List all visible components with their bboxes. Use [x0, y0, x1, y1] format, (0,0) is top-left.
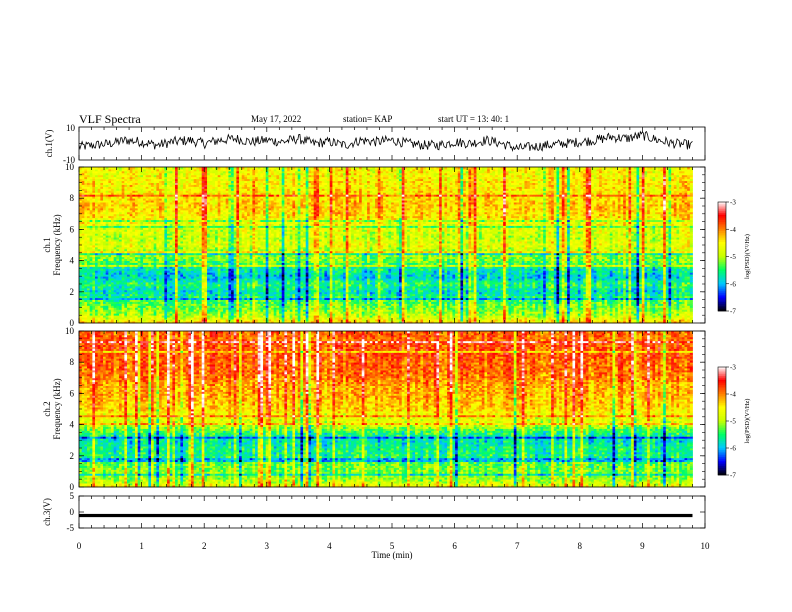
- y-tick-label: -10: [63, 155, 75, 165]
- x-tick-label: 10: [701, 541, 711, 551]
- colorbar-tick-label: -4: [730, 391, 736, 399]
- x-tick-label: 8: [578, 541, 583, 551]
- y-tick-label: 8: [70, 357, 75, 367]
- y-axis-label: ch.1(V): [44, 130, 54, 158]
- y-axis-label: Frequency (kHz): [52, 214, 62, 275]
- ch2-spectrogram-panel: 0 2 4 6 8 10 ch.2 Frequency (kHz): [42, 326, 706, 492]
- y-tick-label: 10: [65, 326, 75, 336]
- x-axis-label: Time (min): [372, 550, 413, 560]
- y-tick-label: 2: [70, 451, 75, 461]
- y-tick-label: 0: [70, 318, 75, 328]
- y-tick-label: 0: [70, 507, 75, 517]
- y-axis-label: ch.3(V): [42, 498, 52, 526]
- y-tick-label: 5: [70, 491, 75, 501]
- x-tick-label: 3: [265, 541, 270, 551]
- ch1-trace: [78, 130, 693, 152]
- x-tick-label: 0: [77, 541, 82, 551]
- colorbar-tick-label: -6: [730, 280, 736, 288]
- y-axis-label: ch.2: [42, 401, 52, 416]
- ch1-waveform-panel: 10 -10 ch.1(V): [44, 123, 706, 165]
- ch2-colorbar: -3 -4 -5 -6 -7 log(PSD)(V²/Hz): [717, 364, 751, 480]
- x-tick-label: 9: [640, 541, 645, 551]
- colorbar-tick-label: -6: [730, 445, 736, 453]
- y-tick-label: 10: [65, 162, 75, 172]
- y-tick-label: 10: [66, 123, 76, 133]
- spectrogram-cells: [79, 331, 693, 488]
- y-tick-label: 2: [70, 287, 75, 297]
- y-tick-label: 6: [70, 224, 75, 234]
- x-tick-label: 5: [390, 541, 395, 551]
- y-axis-label: Frequency (kHz): [52, 378, 62, 439]
- x-tick-label: 6: [452, 541, 457, 551]
- colorbar-tick-label: -7: [730, 308, 736, 316]
- chart-title: VLF Spectra: [79, 112, 141, 127]
- station-label: station= KAP: [343, 114, 392, 124]
- ch1-spectrogram-panel: 0 2 4 6 8 10 ch.1 Frequency (kHz): [42, 162, 706, 328]
- y-tick-label: 8: [70, 193, 75, 203]
- x-tick-label: 4: [327, 541, 332, 551]
- time-axis: 0 1 2 3 4 5 6 7 8 9 10 Time (min): [77, 541, 710, 560]
- colorbar-tick-label: -3: [730, 199, 736, 207]
- colorbar-tick-label: -7: [730, 472, 736, 480]
- ch3-waveform-panel: 5 0 -5 ch.3(V): [42, 491, 706, 533]
- spectrogram-cells: [79, 167, 693, 324]
- x-tick-label: 2: [202, 541, 207, 551]
- date-label: May 17, 2022: [251, 114, 301, 124]
- y-tick-label: -5: [67, 523, 75, 533]
- ch1-colorbar: -3 -4 -5 -6 -7 log(PSD)(V²/Hz): [717, 199, 751, 316]
- colorbar-tick-label: -5: [730, 253, 736, 261]
- colorbar-label: log(PSD)(V²/Hz): [744, 399, 751, 444]
- colorbar-tick-label: -3: [730, 364, 736, 372]
- y-tick-label: 6: [70, 388, 75, 398]
- start-ut-label: start UT = 13: 40: 1: [438, 114, 509, 124]
- y-axis-label: ch.1: [42, 237, 52, 252]
- colorbar-tick-label: -5: [730, 418, 736, 426]
- colorbar-tick-label: -4: [730, 226, 736, 234]
- x-tick-label: 7: [515, 541, 520, 551]
- y-tick-label: 4: [70, 256, 75, 266]
- colorbar-label: log(PSD)(V²/Hz): [744, 234, 751, 279]
- ch3-trace: [79, 513, 693, 518]
- y-tick-label: 0: [70, 482, 75, 492]
- x-tick-label: 1: [139, 541, 144, 551]
- y-tick-label: 4: [70, 420, 75, 430]
